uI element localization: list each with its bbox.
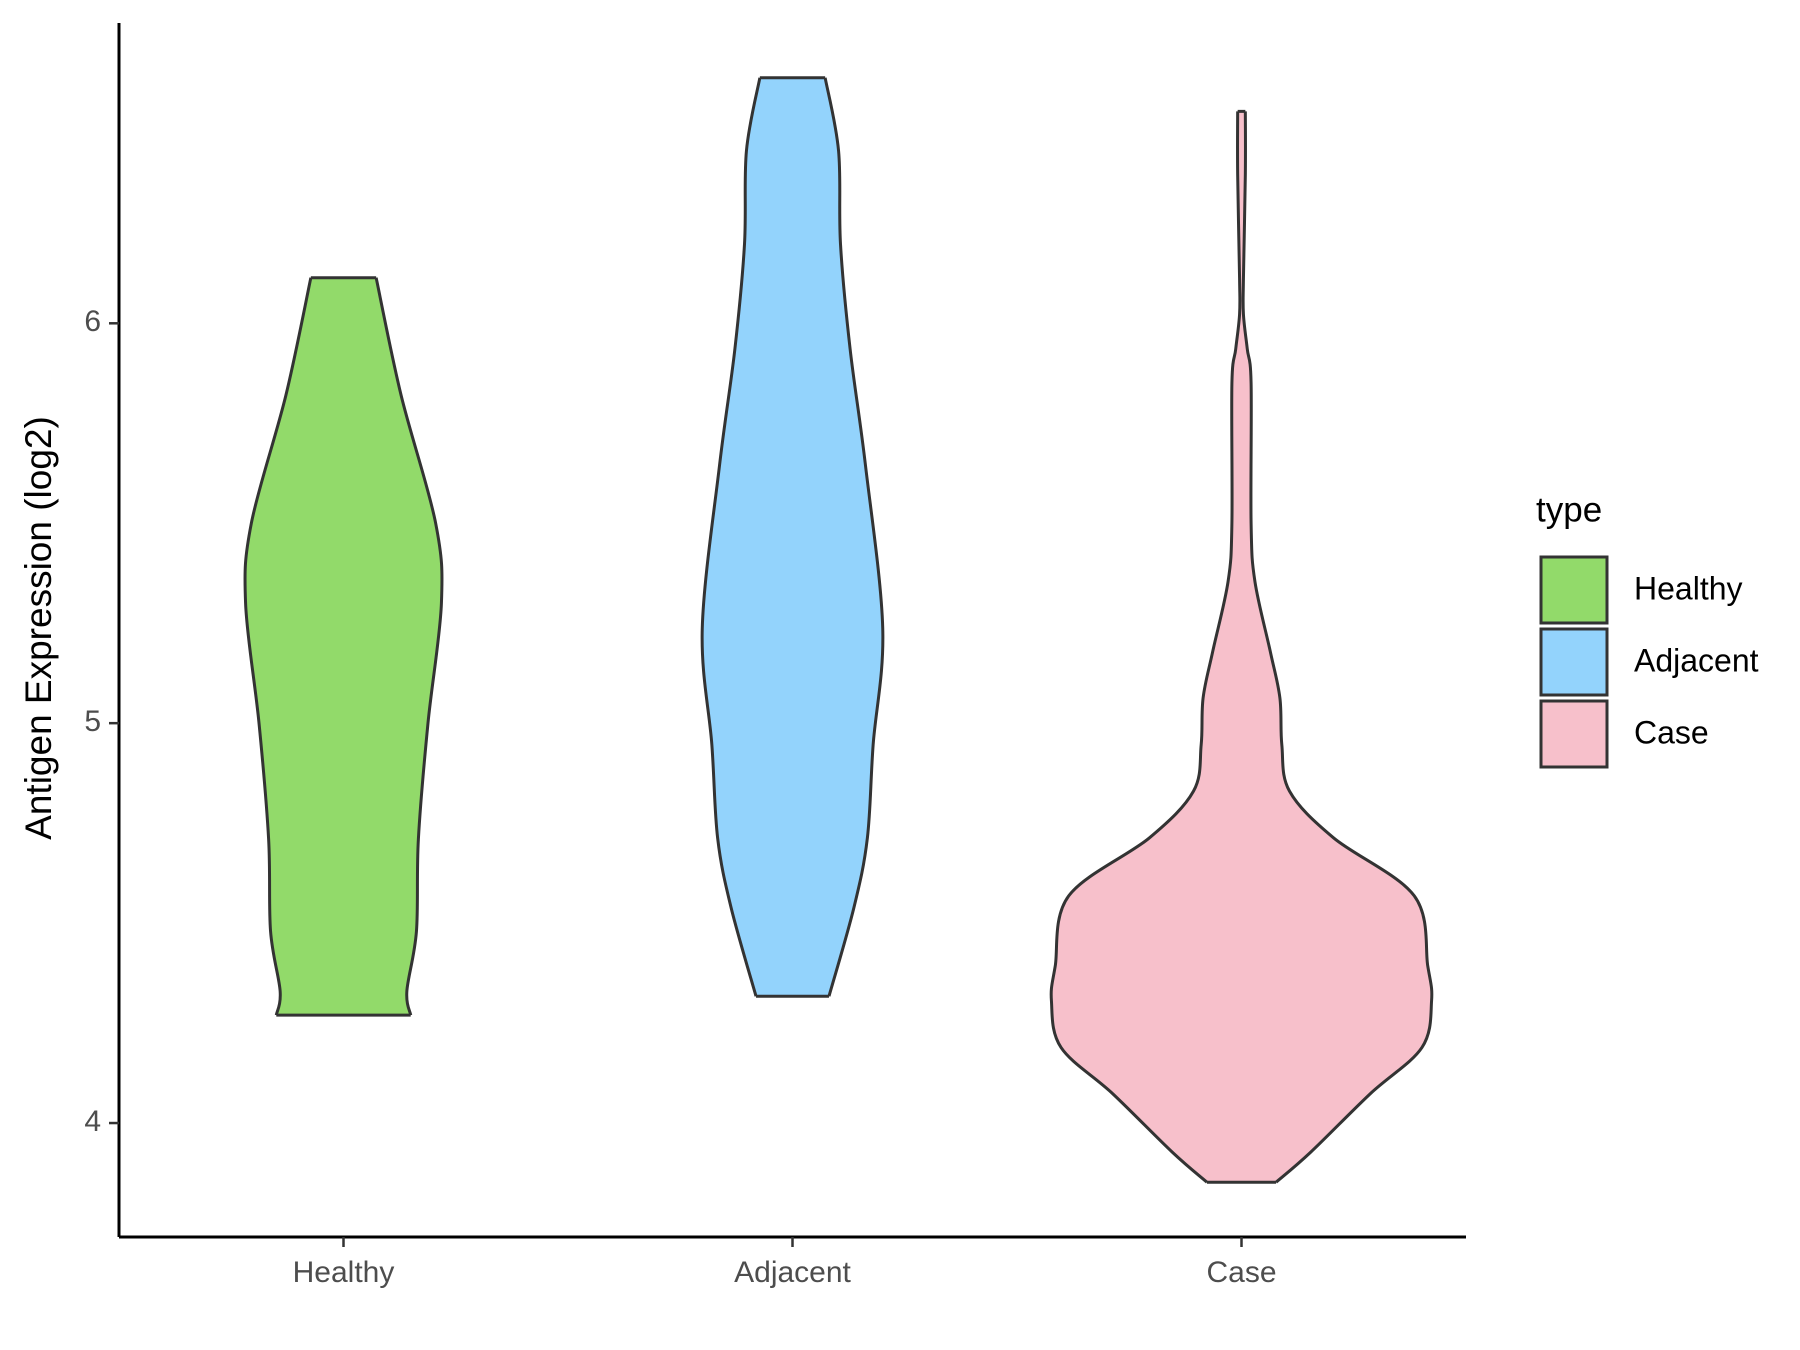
y-tick-label: 6 <box>84 305 101 338</box>
legend-title: type <box>1536 490 1602 529</box>
violin-fill <box>1051 111 1242 1183</box>
legend-key <box>1539 627 1609 697</box>
violin-outline <box>1049 111 1242 1184</box>
y-tick-label: 4 <box>84 1105 101 1138</box>
violin-fill <box>343 277 443 1016</box>
y-axis-label: Antigen Expression (log2) <box>18 416 59 840</box>
y-tick-label: 5 <box>84 705 101 738</box>
x-tick-label: Case <box>1206 1256 1276 1289</box>
legend-key <box>1539 555 1609 625</box>
violin-outline <box>374 277 444 1016</box>
legend-label: Healthy <box>1634 570 1743 606</box>
x-tick-label: Adjacent <box>734 1256 851 1289</box>
violin-fill <box>1241 111 1432 1183</box>
legend-label: Adjacent <box>1634 642 1759 678</box>
violin-outline <box>700 77 762 997</box>
violin-outline <box>1241 111 1434 1184</box>
legend-label: Case <box>1634 714 1709 750</box>
violin-outline <box>243 277 313 1016</box>
violin-outline <box>823 77 885 997</box>
violin-fill <box>244 277 344 1016</box>
violin-fill <box>702 77 793 997</box>
violin-fill <box>792 77 883 997</box>
x-tick-label: Healthy <box>293 1256 395 1289</box>
legend-key <box>1539 699 1609 769</box>
